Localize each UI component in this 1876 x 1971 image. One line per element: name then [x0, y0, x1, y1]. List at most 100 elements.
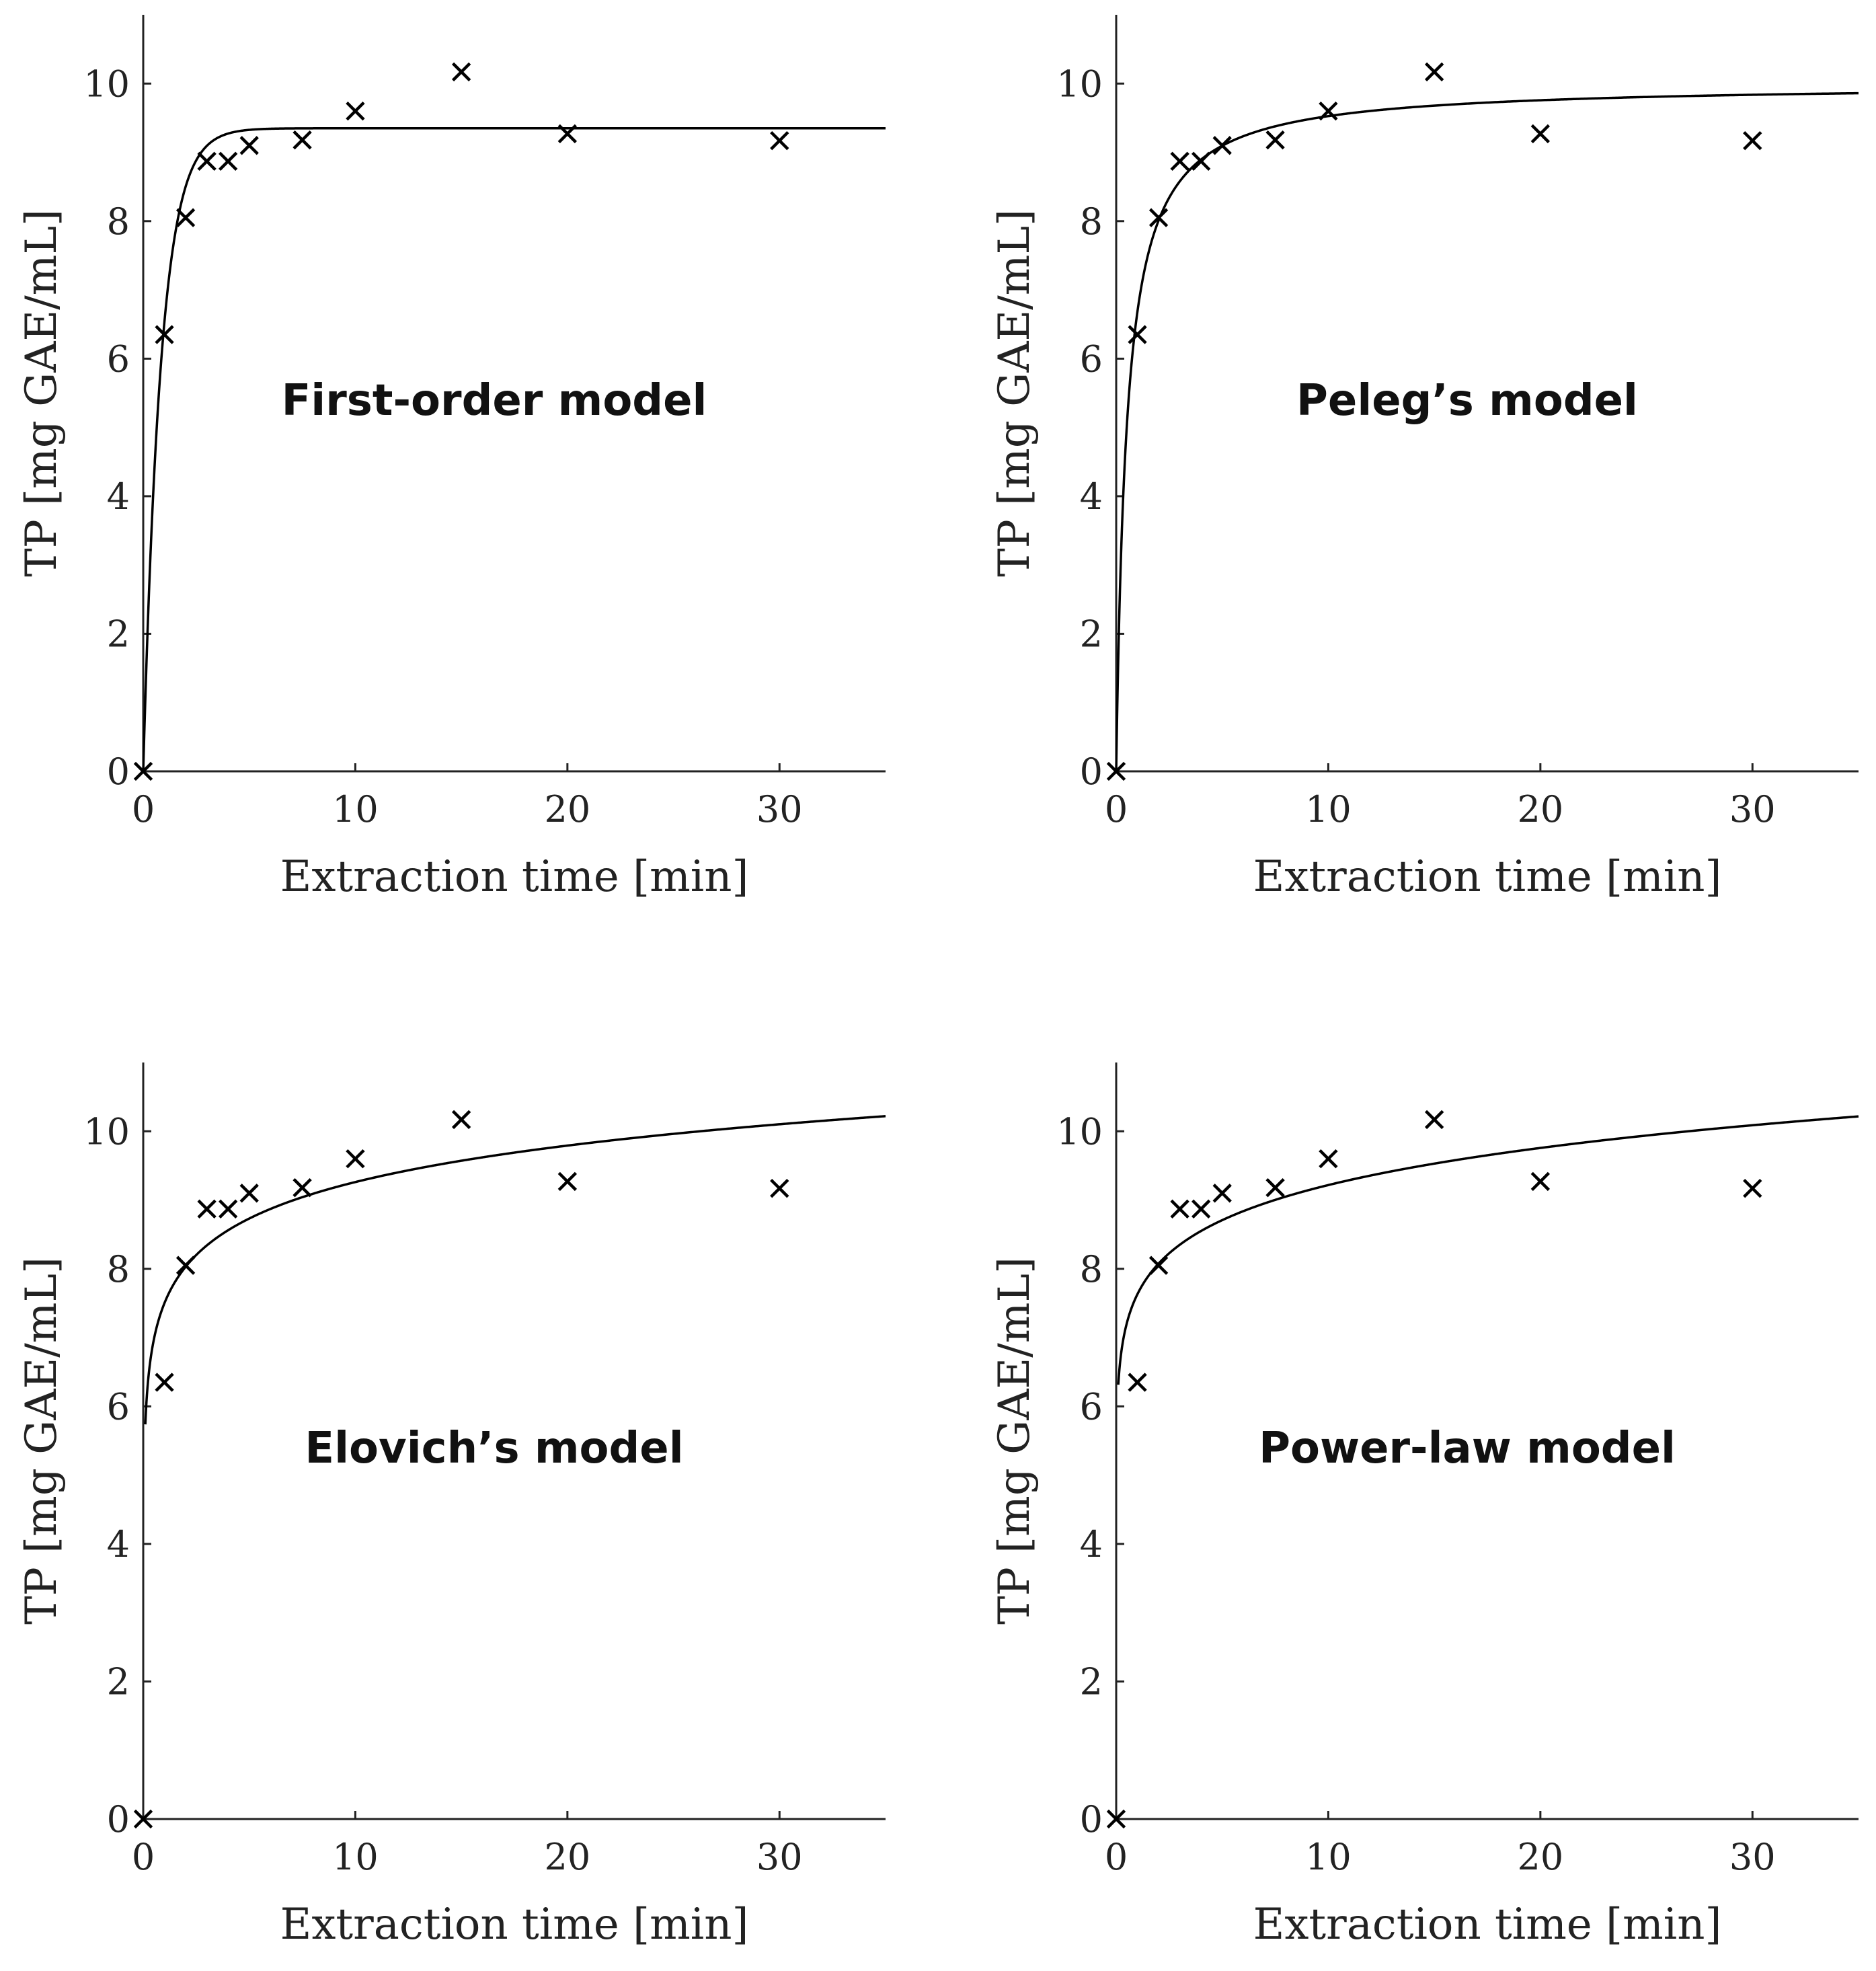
- x-tick-label: 20: [544, 788, 590, 830]
- x-tick-label: 30: [756, 788, 803, 830]
- data-point-marker: [1128, 325, 1147, 344]
- data-point-marker: [770, 130, 789, 151]
- chart-panel-3: 0 10 20 30 0 2 4 6 8 10 Extraction time [min] TP [m…: [17, 1062, 886, 1949]
- data-point-marker: [1530, 124, 1551, 144]
- data-point-marker: [451, 62, 471, 82]
- y-tick-label: 0: [107, 750, 130, 793]
- chart-panel-1: 0 10 20 30 0 2 4 6 8 10 Extraction time [min] TP [m…: [17, 15, 886, 902]
- data-point-marker: [451, 1110, 471, 1130]
- panel-title: Elovich’s model: [305, 1424, 683, 1473]
- x-tick-label: 0: [132, 1836, 155, 1878]
- fitted-curve: [1115, 91, 1859, 772]
- data-point-marker: [557, 1171, 578, 1192]
- data-point-marker: [292, 130, 312, 150]
- y-tick-label: 0: [1080, 1798, 1103, 1841]
- data-point-marker: [1424, 1110, 1444, 1130]
- y-tick-label: 10: [1056, 63, 1103, 105]
- data-point-marker: [218, 1199, 238, 1219]
- chart-panel-4: 0 10 20 30 0 2 4 6 8 10 Extraction time [min] TP [m…: [990, 1062, 1859, 1949]
- y-tick-label: 6: [107, 338, 130, 380]
- y-tick-label: 2: [107, 1660, 130, 1703]
- y-tick-label: 4: [107, 475, 130, 518]
- data-point-marker: [1212, 136, 1232, 155]
- panel-title: Peleg’s model: [1296, 376, 1638, 426]
- data-point-marker: [346, 101, 365, 121]
- x-axis-label: Extraction time [min]: [1253, 1900, 1722, 1949]
- panel-title: Power-law model: [1259, 1424, 1676, 1473]
- data-point-marker: [197, 1199, 217, 1219]
- y-tick-label: 8: [107, 1248, 130, 1290]
- x-tick-label: 20: [1517, 1836, 1563, 1878]
- y-tick-label: 8: [107, 200, 130, 243]
- x-axis-label: Extraction time [min]: [280, 852, 749, 902]
- panel-title: First-order model: [282, 376, 707, 426]
- y-tick-label: 4: [107, 1523, 130, 1566]
- y-tick-label: 10: [83, 63, 130, 105]
- x-tick-label: 0: [1105, 1836, 1128, 1878]
- data-point-marker: [175, 1255, 196, 1275]
- x-tick-label: 10: [332, 788, 379, 830]
- y-axis-label: TP [mg GAE/mL]: [990, 1257, 1040, 1625]
- data-point-marker: [557, 124, 578, 144]
- data-point-marker: [218, 151, 238, 171]
- y-tick-label: 0: [107, 1798, 130, 1841]
- y-tick-label: 4: [1080, 1523, 1103, 1566]
- x-tick-label: 20: [1517, 788, 1563, 830]
- data-point-marker: [1530, 1171, 1551, 1192]
- data-point-marker: [155, 1373, 174, 1392]
- y-tick-label: 8: [1080, 200, 1103, 243]
- data-point-marker: [1319, 101, 1338, 121]
- data-point-marker: [1128, 1373, 1147, 1392]
- data-point-marker: [133, 1809, 153, 1829]
- data-point-marker: [133, 761, 153, 781]
- data-point-marker: [1106, 1809, 1126, 1829]
- data-point-marker: [239, 136, 259, 155]
- x-tick-label: 30: [1729, 1836, 1776, 1878]
- data-point-marker: [1191, 151, 1211, 171]
- y-tick-label: 6: [1080, 1385, 1103, 1428]
- y-tick-label: 10: [1056, 1110, 1103, 1153]
- fitted-curve: [144, 1115, 886, 1425]
- data-point-marker: [346, 1149, 365, 1169]
- y-axis-label: TP [mg GAE/mL]: [990, 209, 1040, 577]
- y-tick-label: 6: [107, 1385, 130, 1428]
- y-tick-label: 8: [1080, 1248, 1103, 1290]
- y-tick-label: 0: [1080, 750, 1103, 793]
- data-point-marker: [770, 1178, 789, 1198]
- y-axis-label: TP [mg GAE/mL]: [17, 209, 67, 577]
- fitted-curve: [142, 127, 886, 772]
- data-point-marker: [239, 1184, 259, 1203]
- data-point-marker: [1170, 1199, 1189, 1219]
- data-point-marker: [1106, 761, 1126, 781]
- data-point-marker: [175, 208, 196, 227]
- x-tick-label: 10: [1305, 1836, 1352, 1878]
- x-tick-label: 0: [1105, 788, 1128, 830]
- data-point-marker: [1319, 1149, 1338, 1169]
- x-tick-label: 0: [132, 788, 155, 830]
- data-point-marker: [292, 1177, 312, 1198]
- y-axis-label: TP [mg GAE/mL]: [17, 1257, 67, 1625]
- data-point-marker: [1743, 130, 1762, 151]
- y-tick-label: 2: [107, 613, 130, 655]
- y-tick-label: 2: [1080, 1660, 1103, 1703]
- x-axis-label: Extraction time [min]: [1253, 852, 1722, 902]
- data-point-marker: [1743, 1178, 1762, 1198]
- data-point-marker: [1148, 1255, 1169, 1275]
- data-point-marker: [1424, 62, 1444, 82]
- data-point-marker: [1148, 208, 1169, 227]
- x-tick-label: 20: [544, 1836, 590, 1878]
- x-tick-label: 30: [756, 1836, 803, 1878]
- data-point-marker: [197, 151, 217, 171]
- data-point-marker: [1212, 1184, 1232, 1203]
- x-tick-label: 10: [332, 1836, 379, 1878]
- y-tick-label: 2: [1080, 613, 1103, 655]
- data-point-marker: [155, 325, 174, 344]
- x-tick-label: 30: [1729, 788, 1776, 830]
- y-tick-label: 6: [1080, 338, 1103, 380]
- x-tick-label: 10: [1305, 788, 1352, 830]
- chart-panel-2: 0 10 20 30 0 2 4 6 8 10 Extraction time [min] TP [m…: [990, 15, 1859, 902]
- data-point-marker: [1265, 130, 1285, 150]
- fitted-curve: [1117, 1115, 1859, 1385]
- data-point-marker: [1191, 1199, 1211, 1219]
